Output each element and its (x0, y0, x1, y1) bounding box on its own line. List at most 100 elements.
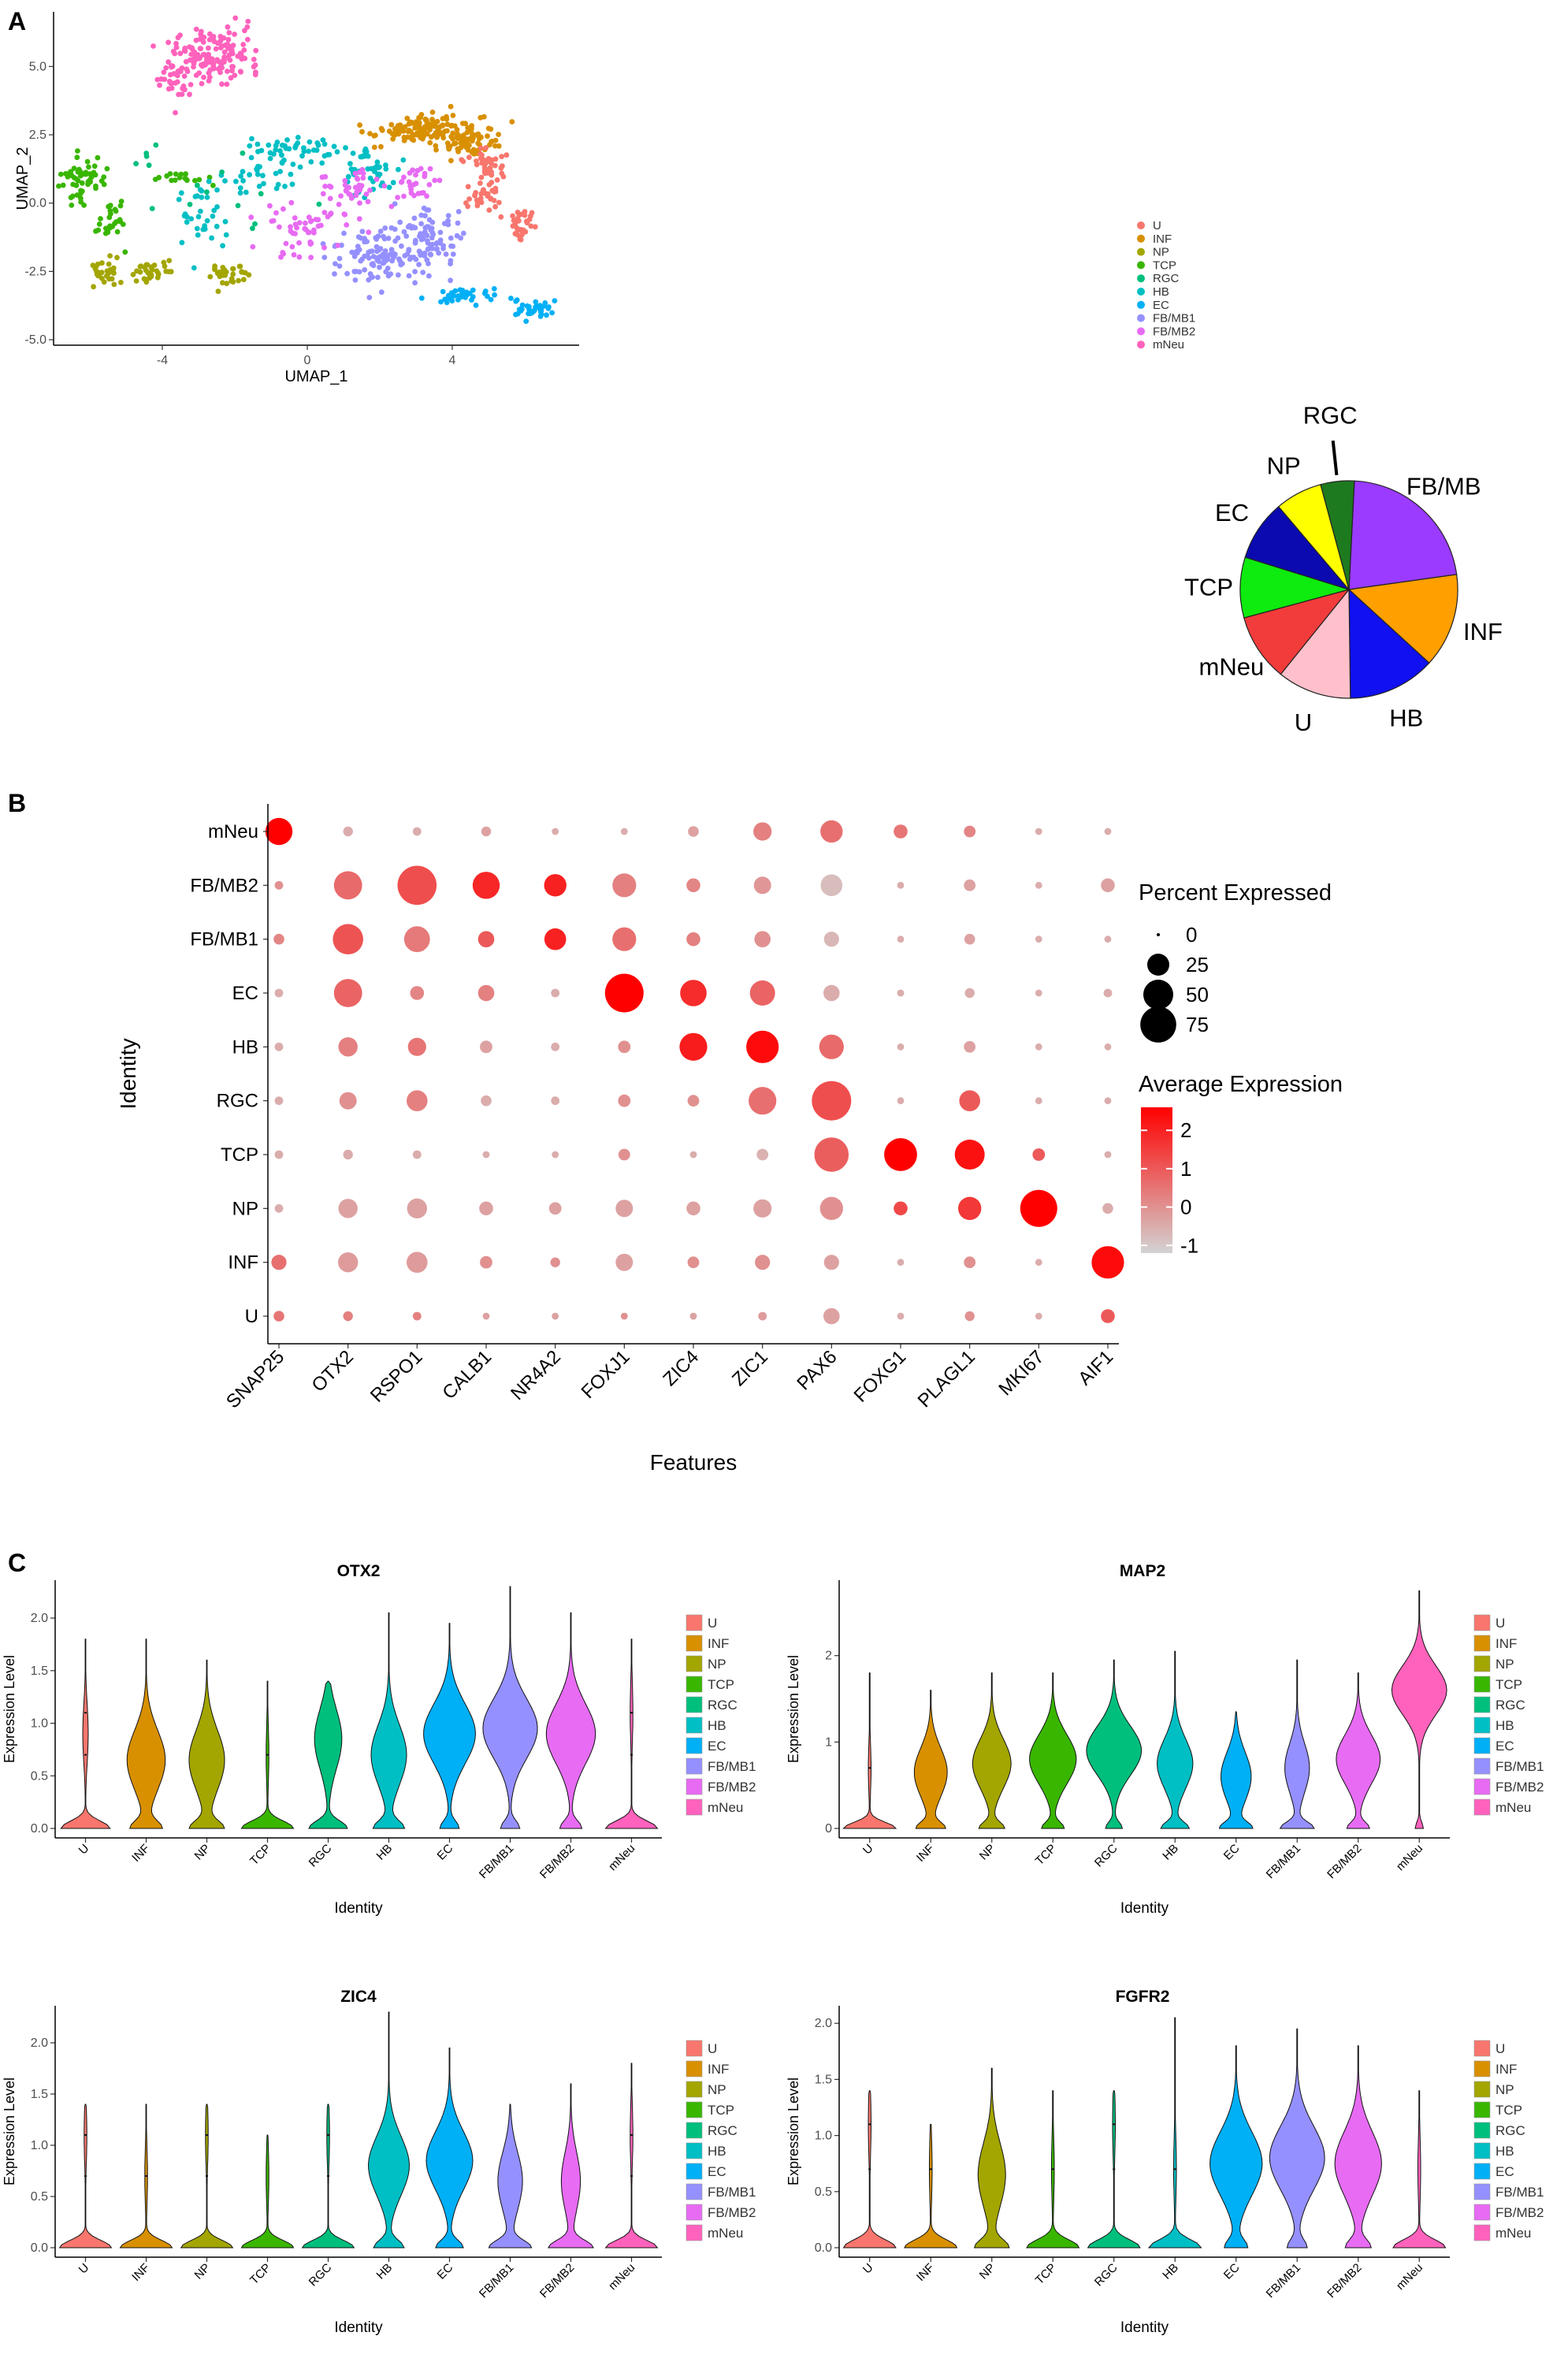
umap-point-np (239, 270, 245, 275)
violin-legend-key-hb (1473, 2142, 1491, 2159)
umap-point-tcp (67, 169, 73, 176)
size-legend-dot (1157, 933, 1160, 936)
umap-point-hb (240, 177, 246, 184)
umap-point-u (528, 223, 534, 229)
umap-point-hb (345, 173, 351, 180)
umap-point-u (466, 196, 472, 202)
umap-panel: -4 0 4 -5.0 -2.5 0.0 2.5 5.0 UMAP_1 UMAP_2 (14, 12, 579, 385)
pie-slice-inf (1347, 574, 1458, 664)
violin-legend-key-mneu (1473, 1798, 1491, 1816)
umap-point-fb-mb1 (416, 262, 422, 267)
umap-point-fb-mb2 (308, 255, 314, 261)
umap-point-mneu (217, 33, 224, 39)
violin-map2-mneu (1391, 1590, 1447, 1829)
umap-point-rgc (219, 169, 225, 175)
umap-point-tcp (114, 229, 121, 235)
size-legend-label: 25 (1186, 953, 1209, 976)
umap-point-inf (428, 134, 434, 140)
violin-zic4-fb-mb2 (547, 2083, 595, 2249)
umap-point-np (110, 268, 117, 274)
umap-point-mneu (193, 26, 199, 32)
umap-point-np (109, 276, 115, 282)
umap-point-fb-mb1 (375, 274, 381, 281)
umap-point-np (222, 272, 229, 278)
umap-point-fb-mb1 (425, 240, 431, 246)
umap-point-fb-mb1 (402, 253, 408, 259)
dot-hb-zic4 (679, 1032, 708, 1061)
umap-point-tcp (58, 171, 64, 177)
umap-point-inf (386, 128, 392, 134)
violin-legend-key-rgc (1473, 1696, 1491, 1713)
umap-point-inf (388, 121, 395, 128)
umap-point-fb-mb1 (401, 229, 407, 235)
violin-legend-key-fb-mb1 (1473, 2183, 1491, 2200)
umap-point-hb (255, 171, 261, 177)
umap-point-fb-mb2 (250, 244, 256, 250)
umap-point-tcp (106, 203, 112, 210)
umap-point-inf (450, 130, 456, 136)
umap-point-fb-mb2 (426, 182, 433, 188)
dot-np-foxj1 (615, 1200, 634, 1218)
umap-point-tcp (210, 182, 216, 188)
umap-point-tcp (76, 166, 82, 173)
umap-point-u (518, 228, 525, 233)
umap-point-fb-mb2 (388, 203, 395, 210)
umap-point-mneu (229, 64, 235, 69)
umap-point-fb-mb2 (338, 193, 344, 199)
umap-point-u (515, 232, 521, 238)
umap-point-u (478, 145, 484, 151)
umap-point-fb-mb2 (278, 254, 284, 260)
umap-point-mneu (210, 34, 215, 40)
umap-point-tcp (91, 171, 97, 177)
umap-point-u (486, 166, 492, 172)
dot-y-tick-label: FB/MB1 (190, 929, 258, 950)
size-legend-label: 75 (1186, 1013, 1209, 1036)
umap-point-u (460, 158, 466, 165)
umap-point-mneu (206, 70, 212, 76)
umap-point-hb (377, 164, 382, 170)
umap-point-hb (223, 232, 229, 238)
umap-legend-label-tcp: TCP (1153, 259, 1176, 272)
umap-point-mneu (240, 42, 247, 47)
umap-point-u (477, 180, 483, 186)
umap-point-ec (546, 304, 552, 310)
umap-y-tick-label: 5.0 (29, 60, 46, 73)
umap-point-hb (334, 149, 340, 155)
umap-legend-key-inf (1137, 234, 1145, 243)
umap-point-fb-mb2 (342, 177, 348, 184)
umap-point-hb (204, 218, 210, 224)
dot-ec-snap25 (274, 988, 284, 998)
umap-point-inf (433, 143, 439, 149)
dot-np-zic4 (686, 1201, 700, 1216)
dot-fb-mb2-zic1 (753, 876, 771, 895)
umap-point-mneu (173, 110, 178, 116)
umap-point-mneu (191, 64, 196, 70)
umap-point-u (474, 197, 480, 203)
umap-point-mneu (173, 44, 180, 50)
violin-legend-label-fb-mb2: FB/MB2 (708, 2205, 756, 2220)
umap-point-mneu (225, 69, 230, 74)
umap-point-fb-mb2 (303, 220, 308, 226)
violin-point (868, 2168, 871, 2170)
violin-legend-key-mneu (686, 2224, 703, 2241)
umap-point-inf (485, 133, 490, 139)
umap-point-hb (386, 184, 392, 191)
umap-point-mneu (225, 46, 231, 51)
umap-point-fb-mb2 (427, 166, 433, 172)
dot-rgc-otx2 (339, 1092, 357, 1110)
umap-point-fb-mb2 (401, 193, 407, 199)
umap-point-fb-mb2 (322, 184, 328, 189)
umap-point-fb-mb1 (377, 264, 382, 270)
umap-point-mneu (177, 50, 184, 57)
umap-point-mneu (225, 36, 232, 43)
violin-legend-label-hb: HB (1496, 1718, 1514, 1733)
umap-point-u (489, 172, 495, 178)
dot-inf-pax6 (823, 1255, 839, 1270)
violin-map2-inf (913, 1690, 948, 1829)
dot-plot-legend: Percent Expressed 0 25 50 75 Average Expressi… (1139, 880, 1343, 1257)
dot-fb-mb2-foxj1 (612, 873, 637, 898)
umap-point-fb-mb1 (358, 235, 364, 241)
dot-rgc-zic4 (687, 1095, 700, 1107)
umap-point-fb-mb1 (399, 261, 405, 266)
